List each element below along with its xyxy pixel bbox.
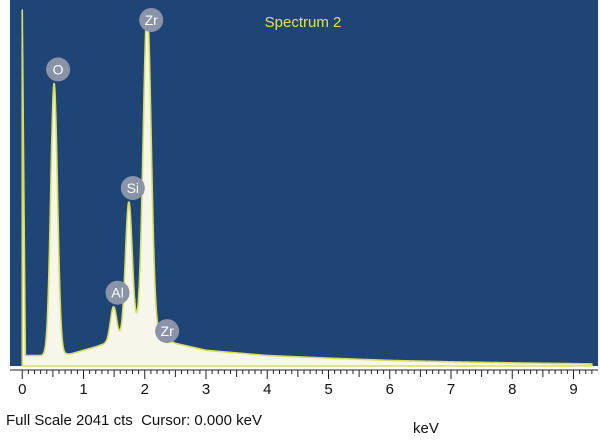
- x-tick-label: 2: [141, 381, 149, 398]
- x-tick-label: 1: [79, 381, 87, 398]
- peak-label-zr: Zr: [155, 319, 180, 344]
- peak-element-text: Si: [127, 180, 139, 196]
- peak-label-si: Si: [120, 176, 145, 201]
- cursor-readout: Cursor: 0.000 keV: [141, 412, 262, 429]
- x-tick-label: 0: [18, 381, 26, 398]
- x-tick-label: 7: [447, 381, 455, 398]
- x-tick-label: 8: [508, 381, 516, 398]
- status-bar: Full Scale 2041 cts Cursor: 0.000 keV: [6, 412, 262, 429]
- peak-marker: [105, 280, 130, 305]
- x-axis-unit-label: keV: [413, 420, 439, 437]
- peak-element-text: Zr: [161, 323, 175, 339]
- peak-label-o: O: [46, 57, 71, 82]
- x-tick-label: 4: [263, 381, 271, 398]
- peak-element-text: O: [53, 61, 64, 77]
- peak-element-text: Zr: [145, 12, 159, 28]
- x-axis: 0 1 2 3 4 5 6 7 8 9: [10, 369, 598, 398]
- x-tick-label: 5: [324, 381, 332, 398]
- full-scale-readout: Full Scale 2041 cts: [6, 412, 133, 429]
- peak-marker: [120, 176, 145, 201]
- peak-label-al: Al: [105, 280, 130, 305]
- peak-marker: [155, 319, 180, 344]
- x-tick-label: 3: [202, 381, 210, 398]
- plot-area: [10, 0, 598, 366]
- peak-element-text: Al: [111, 285, 123, 301]
- x-tick-label: 9: [569, 381, 577, 398]
- spectrum-title: Spectrum 2: [265, 14, 342, 31]
- x-tick-label: 6: [386, 381, 394, 398]
- peak-label-zr: Zr: [139, 8, 164, 32]
- peak-marker: [46, 57, 71, 82]
- peak-marker: [139, 8, 164, 32]
- spectrum-trace: [21, 9, 593, 367]
